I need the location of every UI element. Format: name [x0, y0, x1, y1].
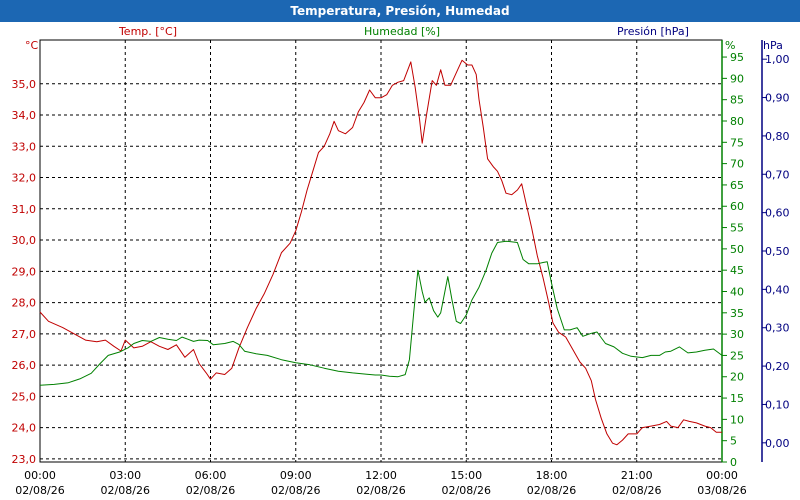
temp-tick-label: 26,0: [12, 359, 37, 372]
pres-tick-label: 0,80: [765, 130, 790, 143]
hum-tick-label: 80: [730, 115, 744, 128]
hum-tick-label: 35: [730, 307, 744, 320]
pres-tick-label: 0,50: [765, 245, 790, 258]
axis-labels: °C Temp. [°C] Humedad [%] Presión [hPa] …: [25, 25, 783, 52]
hum-tick-label: 40: [730, 285, 744, 298]
chart-title: Temperatura, Presión, Humedad: [0, 0, 800, 22]
temp-tick-label: 30,0: [12, 234, 37, 247]
temp-tick-label: 33,0: [12, 140, 37, 153]
x-tick-time: 18:00: [536, 469, 568, 482]
hum-tick-label: 65: [730, 179, 744, 192]
pres-tick-label: 1,00: [765, 53, 790, 66]
pres-unit-label: hPa: [763, 39, 783, 52]
hum-tick-label: 60: [730, 200, 744, 213]
hum-tick-label: 0: [730, 456, 737, 469]
temp-tick-label: 34,0: [12, 109, 37, 122]
hum-tick-label: 15: [730, 392, 744, 405]
hum-tick-label: 70: [730, 158, 744, 171]
x-tick-date: 02/08/26: [612, 484, 661, 497]
temp-tick-label: 29,0: [12, 265, 37, 278]
hum-tick-label: 5: [730, 435, 737, 448]
temp-tick-label: 25,0: [12, 390, 37, 403]
x-tick-time: 21:00: [621, 469, 653, 482]
temp-tick-label: 28,0: [12, 297, 37, 310]
x-tick-date: 02/08/26: [442, 484, 491, 497]
x-tick-date: 02/08/26: [356, 484, 405, 497]
grid-lines: [40, 40, 722, 462]
pres-tick-label: 0,70: [765, 168, 790, 181]
hum-tick-label: 95: [730, 51, 744, 64]
x-tick-date: 02/08/26: [271, 484, 320, 497]
x-tick-time: 15:00: [450, 469, 482, 482]
hum-tick-label: 90: [730, 72, 744, 85]
hum-axis-title: Humedad [%]: [364, 25, 440, 38]
pres-tick-label: 0,20: [765, 360, 790, 373]
temp-unit-label: °C: [25, 39, 39, 52]
x-tick-time: 03:00: [109, 469, 141, 482]
hum-tick-label: 55: [730, 222, 744, 235]
x-tick-time: 09:00: [280, 469, 312, 482]
pres-tick-label: 0,00: [765, 437, 790, 450]
hum-tick-label: 10: [730, 413, 744, 426]
hum-tick-label: 45: [730, 264, 744, 277]
x-tick-date: 02/08/26: [101, 484, 150, 497]
temp-tick-label: 35,0: [12, 78, 37, 91]
temp-tick-label: 32,0: [12, 172, 37, 185]
hum-tick-label: 75: [730, 136, 744, 149]
temp-tick-label: 31,0: [12, 203, 37, 216]
axes: 00:00 02/08/26 03:00 02/08/26 06:00 02/08/26 0…: [12, 39, 790, 497]
x-tick-date: 03/08/26: [697, 484, 746, 497]
temp-tick-label: 23,0: [12, 453, 37, 466]
hum-unit-label: %: [725, 39, 735, 52]
hum-tick-label: 25: [730, 349, 744, 362]
series-line-temp: [39, 59, 722, 446]
pres-tick-label: 0,10: [765, 398, 790, 411]
x-tick-time: 00:00: [24, 469, 56, 482]
hum-tick-label: 50: [730, 243, 744, 256]
temp-tick-label: 24,0: [12, 422, 37, 435]
pres-axis-title: Presión [hPa]: [617, 25, 689, 38]
pres-tick-label: 0,90: [765, 92, 790, 105]
hum-tick-label: 30: [730, 328, 744, 341]
hum-tick-label: 20: [730, 371, 744, 384]
x-tick-time: 12:00: [365, 469, 397, 482]
hum-tick-label: 85: [730, 94, 744, 107]
pres-tick-label: 0,40: [765, 283, 790, 296]
x-tick-time: 06:00: [195, 469, 227, 482]
x-tick-date: 02/08/26: [527, 484, 576, 497]
x-tick-date: 02/08/26: [15, 484, 64, 497]
temp-axis-title: Temp. [°C]: [118, 25, 177, 38]
pres-tick-label: 0,30: [765, 322, 790, 335]
x-tick-time: 00:00: [706, 469, 738, 482]
temp-tick-label: 27,0: [12, 328, 37, 341]
pres-tick-label: 0,60: [765, 207, 790, 220]
series-group: [39, 59, 723, 446]
x-tick-date: 02/08/26: [186, 484, 235, 497]
series-line-hum: [39, 240, 723, 386]
